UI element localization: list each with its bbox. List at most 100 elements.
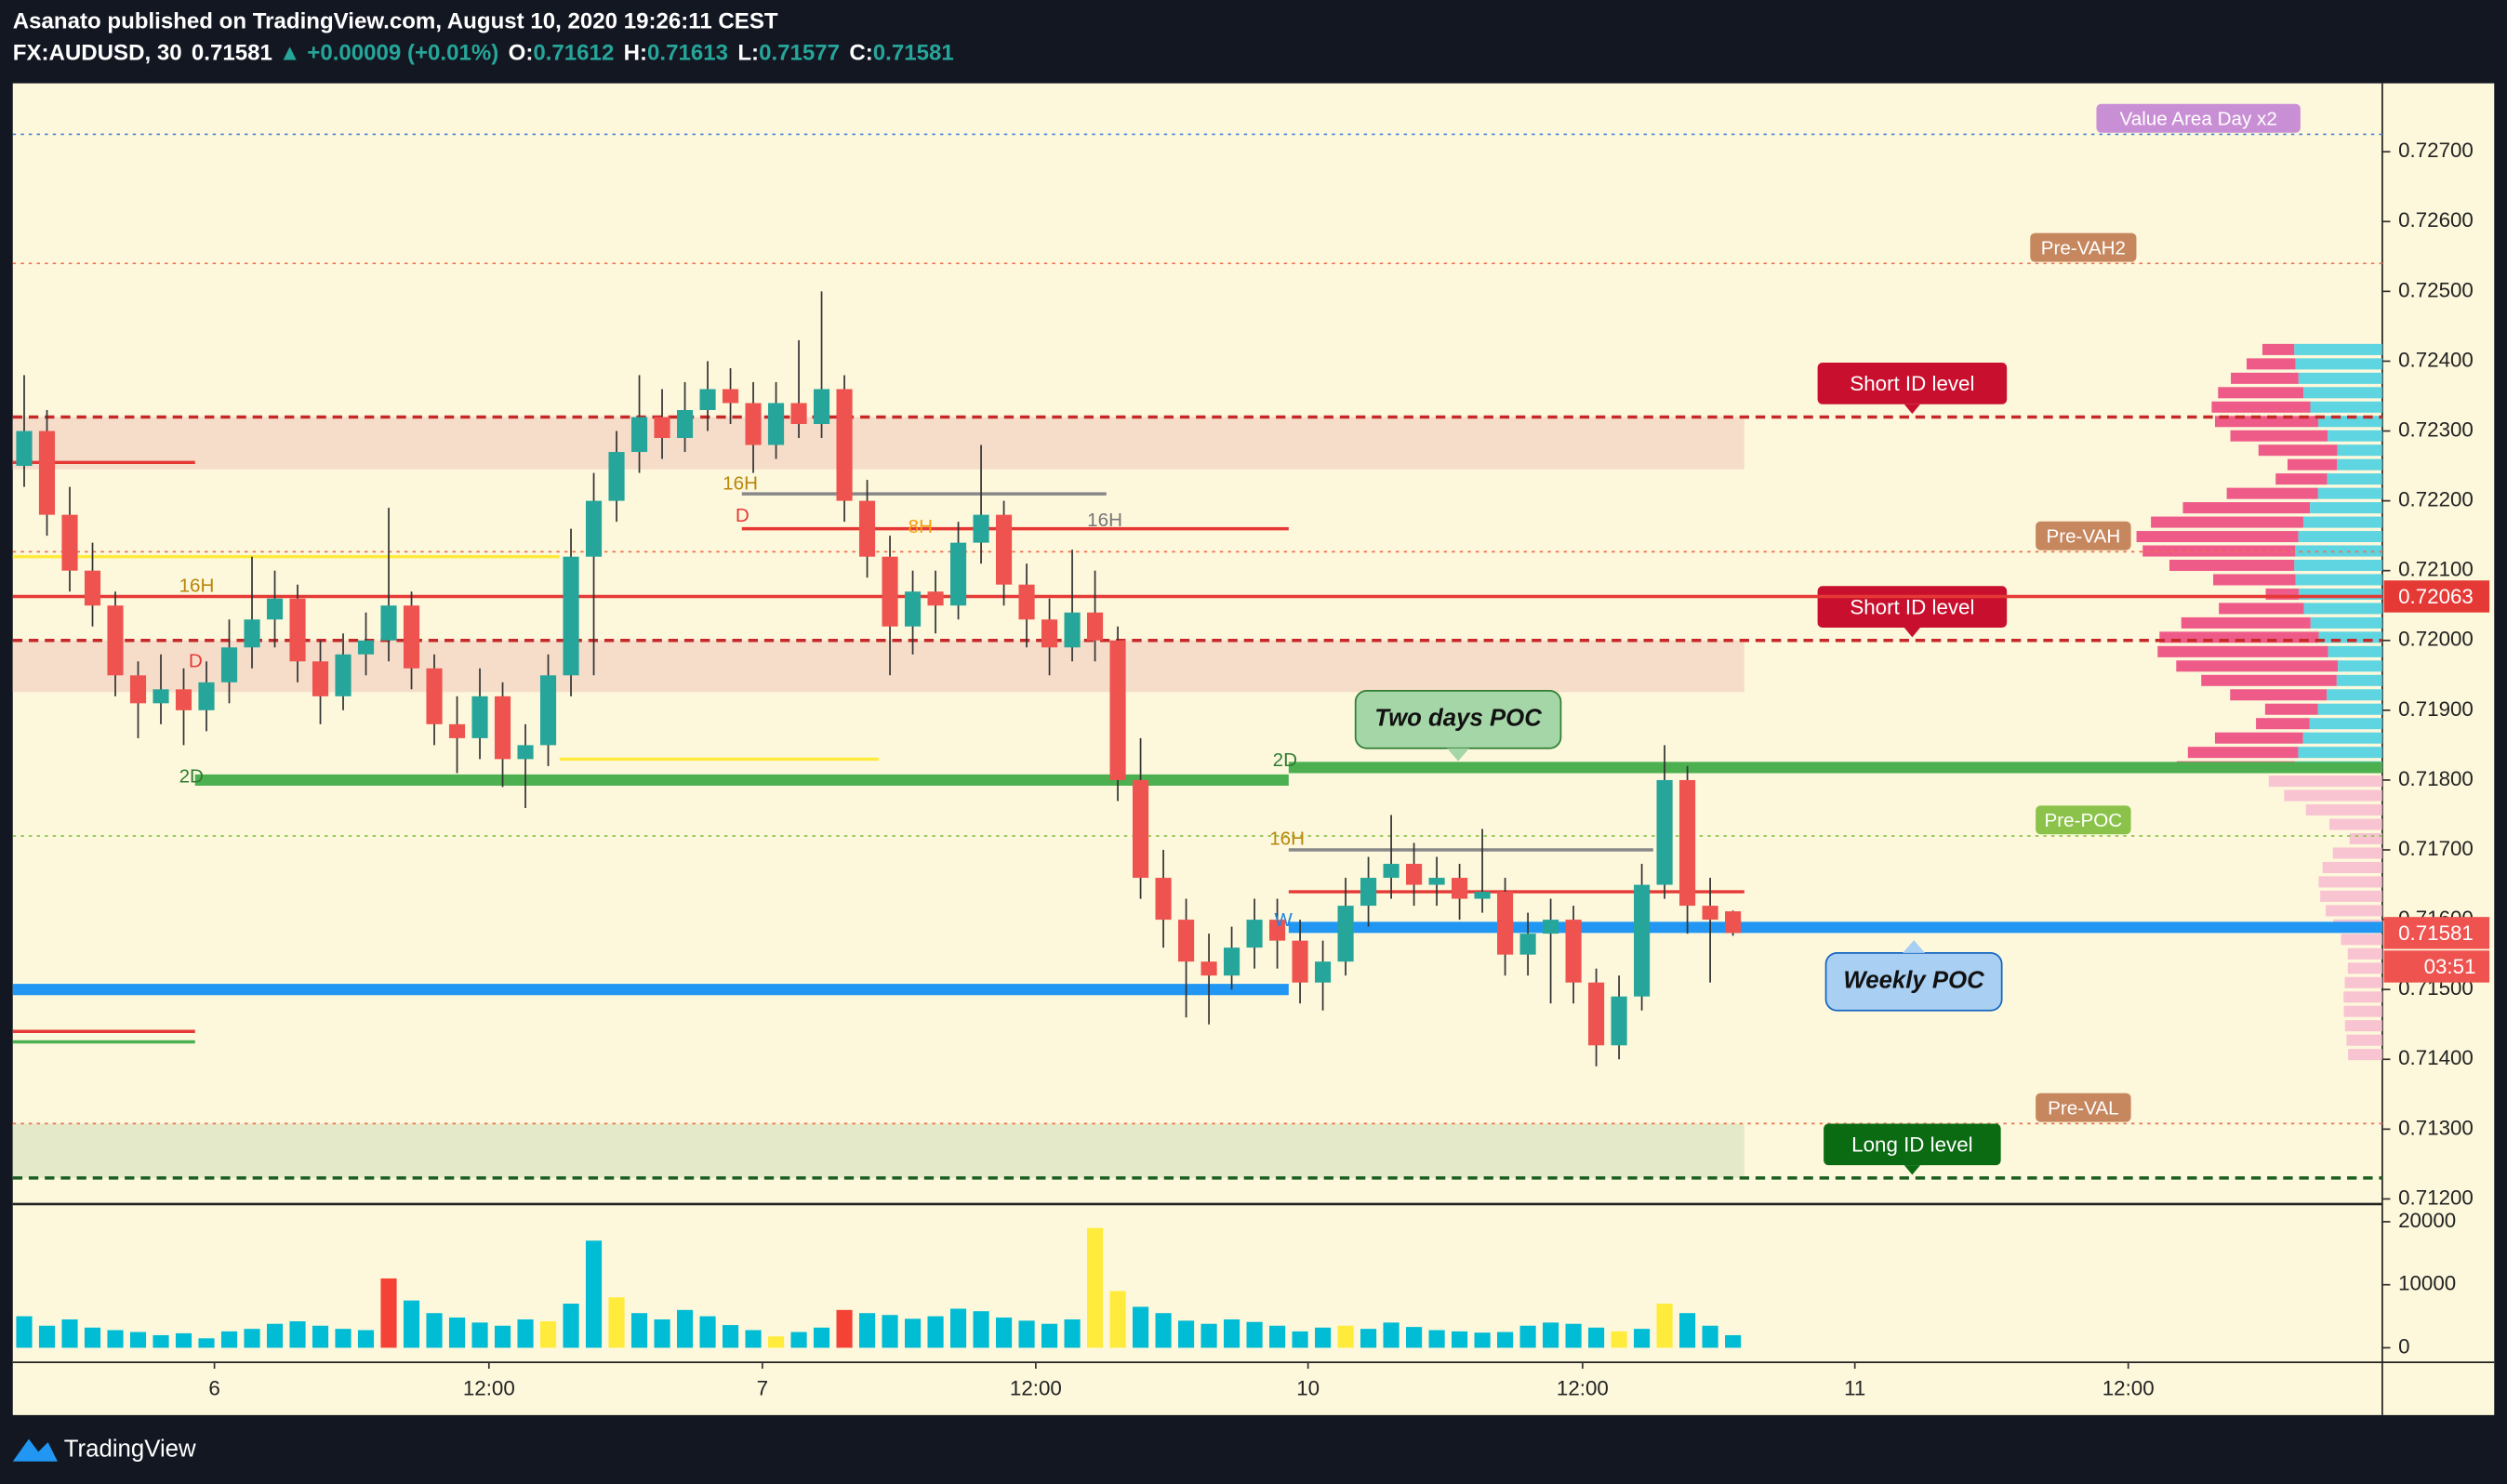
volume-bar [289, 1321, 306, 1348]
volume-bar [1634, 1329, 1651, 1348]
candle-body [927, 591, 944, 606]
y-tick-label: 0.72000 [2398, 628, 2474, 651]
candle-body [448, 723, 466, 738]
volume-bar [426, 1313, 443, 1348]
y-tick-label: 0.71200 [2398, 1186, 2474, 1209]
profile-row [2344, 976, 2382, 988]
profile-row [2332, 847, 2382, 859]
level-label-box [1824, 1123, 2001, 1166]
x-tick-label: 12:00 [2102, 1376, 2155, 1399]
profile-row [2295, 358, 2382, 370]
candle-body [471, 696, 488, 738]
profile-row [2151, 516, 2303, 528]
profile-row [2246, 358, 2296, 370]
profile-row [2318, 876, 2382, 888]
volume-bar [1041, 1323, 1058, 1348]
annotation: 2D [1273, 749, 1297, 771]
candle-body [1064, 612, 1081, 648]
volume-bar [1406, 1327, 1423, 1348]
candle-body [1452, 878, 1468, 899]
profile-row [2268, 775, 2382, 788]
volume-bar [630, 1313, 648, 1348]
level-label-box [2036, 805, 2131, 835]
candle-body [1406, 864, 1423, 885]
profile-row [2295, 545, 2382, 557]
callout-label: Weekly POC [1843, 968, 1984, 994]
profile-row [2262, 343, 2295, 355]
volume-bar [1132, 1306, 1149, 1348]
ohlc-value: 0.71613 [647, 41, 728, 66]
level-label-box [1817, 363, 2008, 404]
profile-row [2328, 430, 2382, 442]
candle-body [973, 514, 989, 543]
volume-bar [220, 1331, 238, 1348]
profile-row [2346, 1034, 2382, 1046]
candle-body [1177, 920, 1195, 962]
volume-bar [312, 1325, 329, 1348]
profile-row [2295, 574, 2382, 586]
profile-row [2169, 559, 2295, 572]
volume-bar [471, 1322, 488, 1348]
candle-body [1246, 920, 1263, 948]
candle-body [699, 389, 716, 410]
volume-bar [904, 1318, 922, 1348]
y-tick-label: 0.71900 [2398, 697, 2474, 721]
volume-bar [563, 1304, 579, 1348]
candle-body [16, 431, 33, 467]
volume-bar [1018, 1320, 1035, 1348]
annotation: 2D [179, 765, 204, 787]
candle-body [1634, 884, 1651, 997]
candle-body [1337, 906, 1354, 962]
volume-bar [494, 1325, 511, 1348]
candle-body [1132, 779, 1149, 879]
candle-body [563, 556, 579, 676]
volume-bar [403, 1300, 420, 1348]
ohlc-key: C: [849, 41, 872, 66]
annotation: D [189, 650, 203, 671]
candle-body [1656, 779, 1673, 885]
y-tick-label: 0.71300 [2398, 1116, 2474, 1139]
candle-body [654, 417, 670, 439]
level-label: Value Area Day x2 [2120, 108, 2277, 129]
volume-bar [973, 1311, 989, 1348]
price-label: 0.72063 [2398, 585, 2474, 608]
annotation: W [1274, 909, 1293, 931]
candle-body [995, 514, 1013, 585]
annotation: 16H [1087, 510, 1122, 531]
volume-bar [949, 1308, 967, 1348]
profile-row [2303, 603, 2382, 615]
profile-row [2302, 516, 2382, 528]
candle-body [494, 696, 511, 760]
volume-bar [335, 1329, 352, 1348]
level-label: Short ID level [1850, 595, 1974, 618]
callout-pointer [1903, 940, 1926, 953]
volume-bar [153, 1334, 169, 1348]
profile-row [2329, 818, 2382, 830]
volume-bar [1656, 1304, 1673, 1348]
candle-body [312, 661, 329, 696]
volume-bar [1177, 1320, 1195, 1348]
profile-row [2181, 616, 2311, 629]
volume-bar [1702, 1325, 1718, 1348]
label-pointer [1903, 404, 1920, 415]
profile-row [2328, 645, 2382, 657]
profile-row [2226, 487, 2318, 499]
profile-row [2298, 747, 2382, 759]
ohlc-key: L: [737, 41, 759, 66]
profile-row [2136, 531, 2299, 543]
profile-row [2317, 487, 2382, 499]
volume-bar [1315, 1327, 1332, 1348]
volume-bar [16, 1316, 33, 1348]
profile-row [2230, 430, 2328, 442]
profile-row [2327, 473, 2382, 485]
zone [12, 417, 1744, 470]
profile-row [2159, 631, 2319, 643]
level-label: Long ID level [1851, 1133, 1972, 1156]
volume-bar [266, 1323, 284, 1348]
candle-body [949, 542, 967, 606]
volume-bar [1452, 1331, 1468, 1348]
volume-bar [1565, 1323, 1582, 1348]
y-tick-label: 0.72700 [2398, 139, 2474, 162]
volume-bar [722, 1325, 739, 1348]
last-price: 0.71581 [192, 41, 272, 66]
